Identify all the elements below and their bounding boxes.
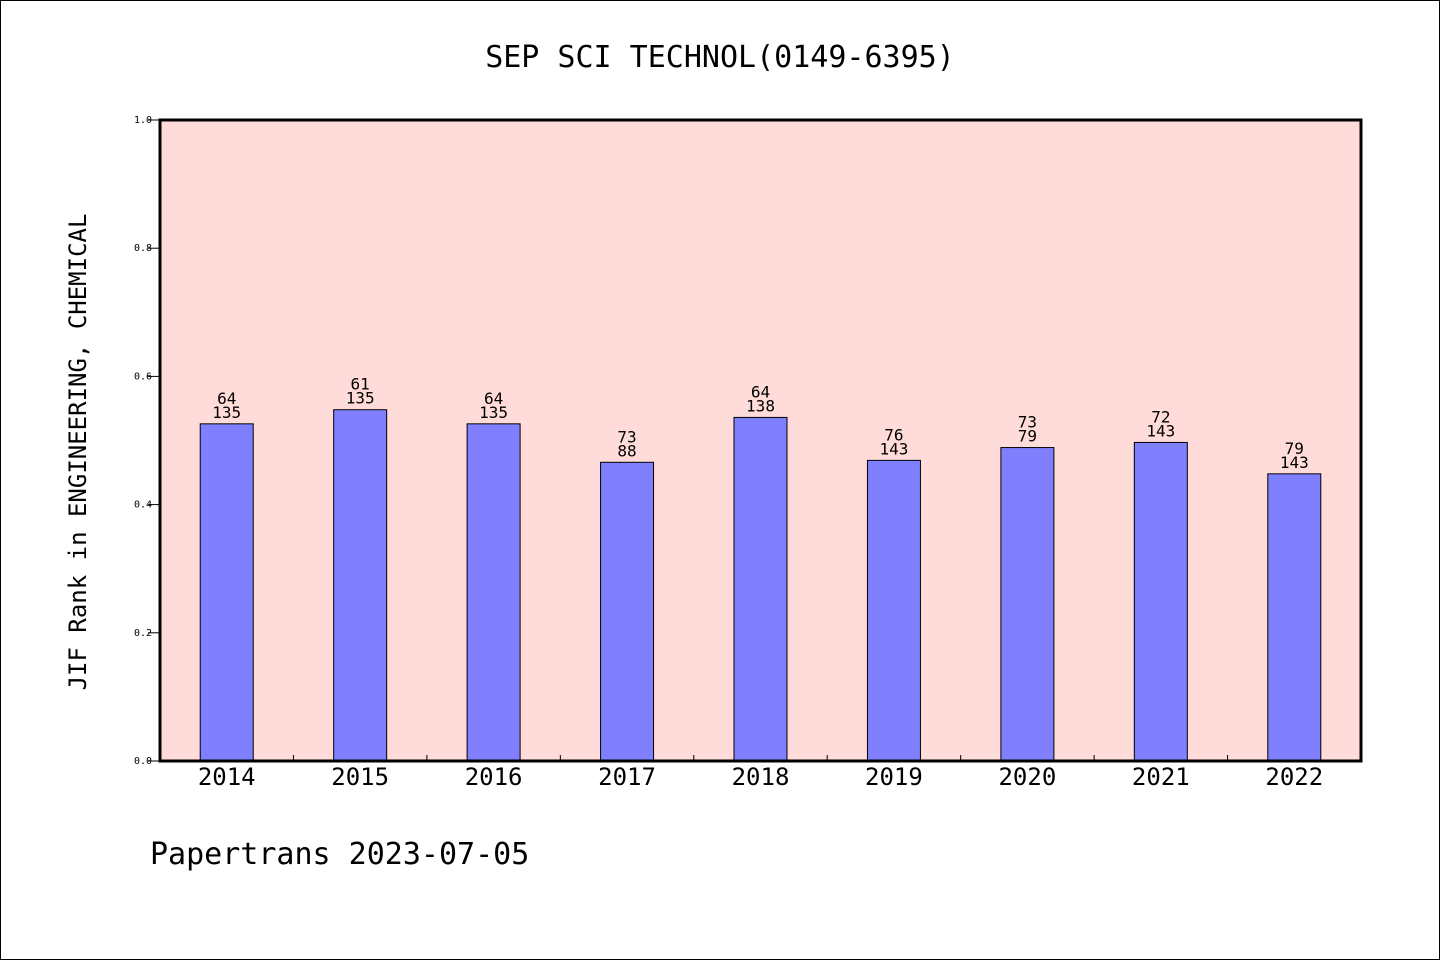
bar (333, 409, 388, 762)
x-tick-label: 2016 (465, 763, 523, 791)
x-tick-label: 2018 (732, 763, 790, 791)
x-tick-label: 2014 (198, 763, 256, 791)
x-tick-label: 2015 (331, 763, 389, 791)
bar (466, 423, 521, 762)
bar-total-label: 143 (879, 439, 908, 458)
bar-rank-label: 72 (1151, 407, 1170, 426)
bar-total-label: 135 (212, 403, 241, 422)
y-tick-label: 0.4 (134, 500, 152, 511)
bar-total-label: 138 (746, 396, 775, 415)
y-tick-label: 0.2 (134, 628, 152, 639)
bar-total-label: 135 (346, 389, 375, 408)
x-axis-ticks: 2014 2015 2016 2017 2018 2019 2020 2021 2022 (198, 755, 1323, 791)
bar-rank-label: 73 (617, 427, 636, 446)
bar-rank-label: 79 (1285, 439, 1304, 458)
x-tick-label: 2019 (865, 763, 923, 791)
bar-rank-label: 73 (1018, 413, 1037, 432)
bar (733, 416, 788, 762)
bar-rank-label: 64 (484, 389, 503, 408)
x-tick-label: 2022 (1265, 763, 1323, 791)
bar (199, 423, 254, 762)
y-tick-label: 0.6 (134, 371, 152, 382)
bar-total-label: 135 (479, 403, 508, 422)
bar (600, 461, 655, 762)
bar-rank-label: 64 (217, 389, 236, 408)
bars-group (199, 409, 1322, 762)
bar-total-label: 88 (617, 441, 636, 460)
bar (1133, 441, 1188, 762)
x-tick-label: 2020 (998, 763, 1056, 791)
bar-rank-label: 64 (751, 382, 770, 401)
x-tick-label: 2021 (1132, 763, 1190, 791)
y-tick-label: 1.0 (134, 115, 152, 126)
bar (866, 459, 921, 762)
bar (1000, 447, 1055, 762)
y-axis-label: JIF Rank in ENGINEERING, CHEMICAL (64, 214, 92, 691)
bar (1267, 473, 1322, 762)
y-tick-label: 0.0 (134, 756, 152, 767)
y-tick-label: 0.8 (134, 243, 152, 254)
x-tick-label: 2017 (598, 763, 656, 791)
bar-rank-label: 76 (884, 425, 903, 444)
bar-total-label: 143 (1280, 453, 1309, 472)
bar-total-label: 79 (1018, 427, 1037, 446)
bar-total-label: 143 (1146, 421, 1175, 440)
bar-rank-label: 61 (351, 375, 370, 394)
chart-title: SEP SCI TECHNOL(0149-6395) (485, 40, 955, 75)
footer-credit: Papertrans 2023-07-05 (150, 837, 529, 872)
plot-border (158, 118, 1363, 763)
y-axis-ticks: 0.0 0.2 0.4 0.6 0.8 1.0 (134, 115, 160, 767)
